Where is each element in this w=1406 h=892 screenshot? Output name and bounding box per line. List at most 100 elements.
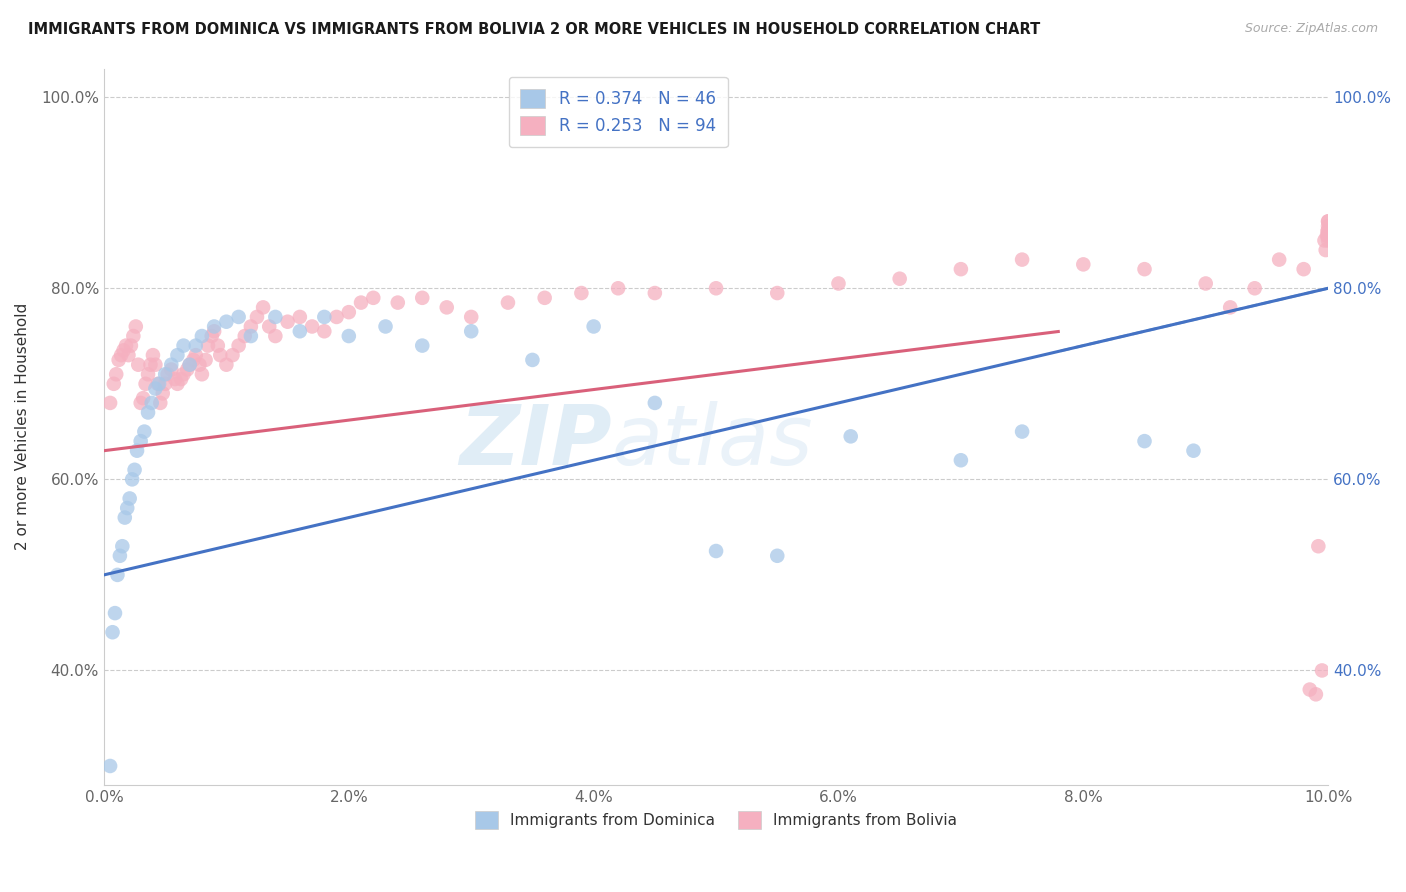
Point <box>644 286 666 301</box>
Point <box>460 310 482 324</box>
Point <box>571 286 593 301</box>
Point <box>207 338 229 352</box>
Point <box>136 368 159 382</box>
Point <box>1315 243 1337 257</box>
Point <box>839 429 862 443</box>
Point <box>1195 277 1218 291</box>
Y-axis label: 2 or more Vehicles in Household: 2 or more Vehicles in Household <box>15 303 30 550</box>
Point <box>233 329 256 343</box>
Point <box>112 343 135 358</box>
Point <box>107 568 129 582</box>
Point <box>1268 252 1291 267</box>
Point <box>142 348 165 362</box>
Point <box>1219 301 1241 315</box>
Point <box>264 310 287 324</box>
Point <box>1305 687 1327 701</box>
Point <box>148 376 170 391</box>
Point <box>1317 214 1340 228</box>
Point <box>496 295 519 310</box>
Text: Source: ZipAtlas.com: Source: ZipAtlas.com <box>1244 22 1378 36</box>
Point <box>288 324 311 338</box>
Point <box>325 310 347 324</box>
Point <box>124 463 146 477</box>
Point <box>221 348 243 362</box>
Point <box>98 759 121 773</box>
Point <box>179 358 201 372</box>
Point <box>125 319 148 334</box>
Point <box>1011 425 1033 439</box>
Point <box>1243 281 1265 295</box>
Point <box>194 353 217 368</box>
Point <box>1299 682 1322 697</box>
Point <box>1071 257 1094 271</box>
Point <box>135 376 157 391</box>
Point <box>153 368 176 382</box>
Point <box>118 491 141 506</box>
Point <box>522 353 544 368</box>
Point <box>1317 214 1340 228</box>
Point <box>160 358 183 372</box>
Point <box>184 348 207 362</box>
Point <box>228 310 250 324</box>
Point <box>387 295 409 310</box>
Point <box>188 358 211 372</box>
Point <box>110 348 132 362</box>
Point <box>215 358 238 372</box>
Point <box>121 472 143 486</box>
Point <box>239 319 262 334</box>
Point <box>202 319 225 334</box>
Point <box>170 372 193 386</box>
Point <box>314 310 336 324</box>
Point <box>141 396 163 410</box>
Point <box>1133 262 1156 277</box>
Point <box>949 453 972 467</box>
Point <box>704 281 727 295</box>
Point <box>949 262 972 277</box>
Point <box>350 295 373 310</box>
Point <box>201 329 224 343</box>
Point <box>766 549 789 563</box>
Point <box>197 338 219 352</box>
Point <box>411 338 433 352</box>
Point <box>184 338 207 352</box>
Point <box>239 329 262 343</box>
Point <box>114 510 136 524</box>
Point <box>132 391 155 405</box>
Point <box>644 396 666 410</box>
Point <box>145 382 167 396</box>
Point <box>827 277 849 291</box>
Point <box>104 606 127 620</box>
Point <box>101 625 124 640</box>
Point <box>111 539 134 553</box>
Point <box>108 549 131 563</box>
Point <box>176 362 198 376</box>
Point <box>337 305 360 319</box>
Point <box>1316 228 1339 243</box>
Point <box>152 386 174 401</box>
Point <box>145 358 167 372</box>
Point <box>125 443 148 458</box>
Point <box>277 315 299 329</box>
Point <box>257 319 280 334</box>
Point <box>314 324 336 338</box>
Point <box>374 319 396 334</box>
Point <box>156 368 179 382</box>
Text: ZIP: ZIP <box>460 401 612 482</box>
Point <box>1308 539 1330 553</box>
Point <box>127 358 149 372</box>
Point <box>191 368 214 382</box>
Point <box>301 319 323 334</box>
Point <box>460 324 482 338</box>
Point <box>209 348 232 362</box>
Point <box>146 376 169 391</box>
Point <box>1310 664 1333 678</box>
Point <box>173 368 195 382</box>
Point <box>533 291 555 305</box>
Point <box>163 372 186 386</box>
Point <box>1182 443 1205 458</box>
Point <box>160 362 183 376</box>
Point <box>103 376 125 391</box>
Point <box>1317 234 1340 248</box>
Point <box>1292 262 1315 277</box>
Point <box>766 286 789 301</box>
